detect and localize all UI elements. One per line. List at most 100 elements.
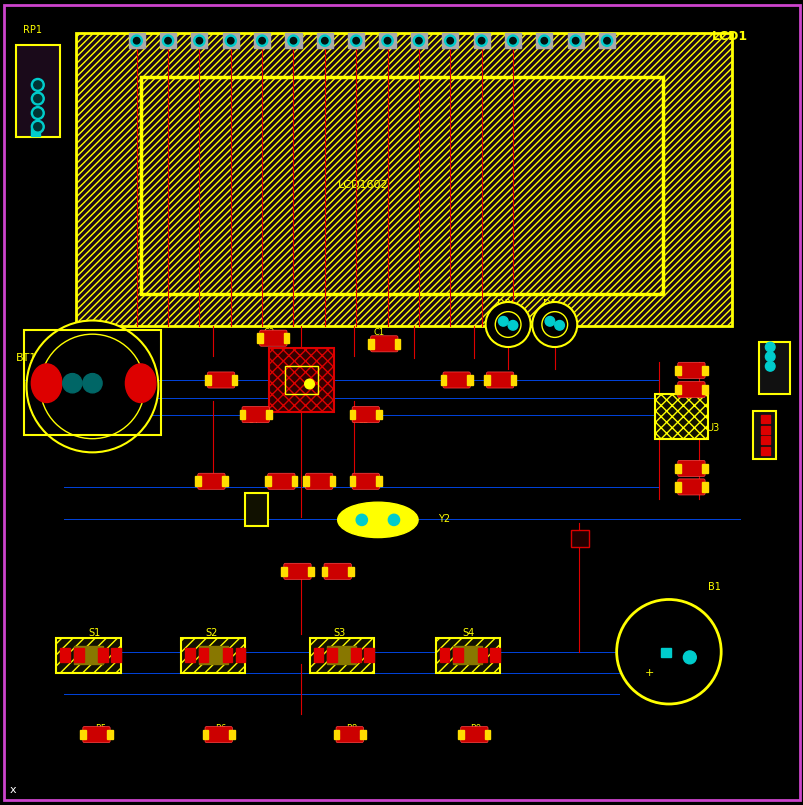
- FancyBboxPatch shape: [352, 407, 379, 423]
- FancyBboxPatch shape: [486, 372, 513, 388]
- FancyBboxPatch shape: [83, 726, 110, 742]
- Circle shape: [381, 35, 393, 47]
- Bar: [160, 34, 176, 48]
- Bar: [473, 34, 489, 48]
- Bar: [654, 394, 707, 439]
- Text: D1: D1: [542, 299, 556, 309]
- Text: R6: R6: [215, 724, 226, 733]
- FancyBboxPatch shape: [442, 372, 470, 388]
- Circle shape: [26, 320, 158, 452]
- Circle shape: [764, 361, 774, 371]
- Bar: [254, 34, 270, 48]
- Circle shape: [165, 38, 171, 44]
- Circle shape: [475, 35, 487, 47]
- Bar: [701, 365, 707, 375]
- Bar: [439, 648, 449, 663]
- Bar: [567, 34, 583, 48]
- Bar: [111, 648, 120, 663]
- Bar: [760, 447, 769, 455]
- FancyBboxPatch shape: [259, 330, 287, 346]
- Bar: [257, 333, 263, 343]
- Circle shape: [601, 35, 612, 47]
- Text: LCD1602: LCD1602: [337, 180, 388, 191]
- Bar: [285, 365, 317, 394]
- Bar: [185, 648, 194, 663]
- Bar: [675, 365, 680, 375]
- Circle shape: [321, 38, 328, 44]
- Bar: [483, 375, 489, 385]
- Circle shape: [133, 38, 140, 44]
- Bar: [327, 646, 356, 664]
- Bar: [760, 426, 769, 434]
- Bar: [598, 34, 614, 48]
- Bar: [484, 729, 490, 739]
- Circle shape: [544, 316, 554, 326]
- Bar: [291, 477, 297, 486]
- Bar: [376, 410, 381, 419]
- Bar: [440, 375, 446, 385]
- Circle shape: [478, 38, 484, 44]
- Circle shape: [485, 302, 530, 347]
- Circle shape: [31, 120, 44, 133]
- Bar: [349, 410, 355, 419]
- Bar: [283, 333, 289, 343]
- Bar: [181, 638, 245, 674]
- Bar: [701, 385, 707, 394]
- Circle shape: [131, 35, 142, 47]
- Bar: [701, 464, 707, 473]
- Bar: [269, 348, 333, 412]
- Bar: [313, 648, 323, 663]
- Text: B1: B1: [707, 583, 719, 592]
- FancyBboxPatch shape: [242, 407, 269, 423]
- Circle shape: [509, 38, 516, 44]
- Bar: [760, 436, 769, 444]
- Bar: [327, 648, 336, 663]
- Text: C6: C6: [273, 481, 284, 489]
- Circle shape: [34, 122, 42, 130]
- Circle shape: [162, 35, 173, 47]
- Bar: [453, 646, 482, 664]
- Circle shape: [603, 38, 609, 44]
- Bar: [467, 375, 472, 385]
- Bar: [675, 482, 680, 492]
- Bar: [442, 34, 458, 48]
- Bar: [752, 411, 775, 459]
- Bar: [510, 375, 516, 385]
- Circle shape: [413, 35, 424, 47]
- Circle shape: [194, 35, 205, 47]
- FancyBboxPatch shape: [205, 726, 232, 742]
- Bar: [435, 638, 499, 674]
- Circle shape: [569, 35, 581, 47]
- Circle shape: [540, 38, 547, 44]
- Circle shape: [256, 35, 267, 47]
- Bar: [504, 34, 520, 48]
- Text: D2: D2: [496, 299, 510, 309]
- Text: x: x: [10, 785, 16, 795]
- FancyBboxPatch shape: [677, 460, 704, 477]
- Circle shape: [287, 35, 299, 47]
- FancyBboxPatch shape: [267, 473, 295, 489]
- Text: C8: C8: [205, 481, 216, 489]
- Circle shape: [495, 312, 520, 337]
- Bar: [16, 45, 60, 137]
- Bar: [760, 415, 769, 423]
- Text: C9: C9: [360, 481, 371, 489]
- Bar: [231, 375, 237, 385]
- Text: C3: C3: [263, 328, 275, 337]
- Bar: [570, 530, 588, 547]
- Bar: [675, 385, 680, 394]
- Circle shape: [384, 38, 390, 44]
- Text: S2: S2: [205, 628, 217, 638]
- Circle shape: [40, 334, 145, 439]
- FancyBboxPatch shape: [460, 726, 487, 742]
- Bar: [329, 477, 335, 486]
- Bar: [198, 646, 227, 664]
- Bar: [202, 729, 208, 739]
- Text: R8: R8: [345, 724, 357, 733]
- Text: Y1: Y1: [251, 514, 263, 524]
- Bar: [348, 34, 364, 48]
- Text: S3: S3: [333, 628, 345, 638]
- Bar: [235, 648, 245, 663]
- FancyBboxPatch shape: [324, 564, 351, 580]
- Bar: [128, 34, 145, 48]
